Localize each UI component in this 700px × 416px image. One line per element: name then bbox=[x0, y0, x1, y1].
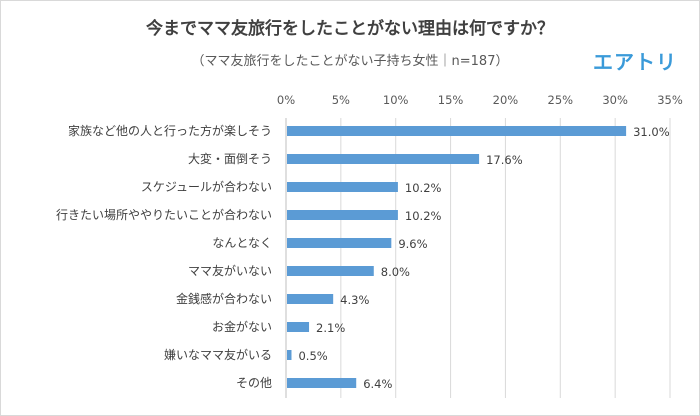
chart-title: 今までママ友旅行をしたことがない理由は何ですか？ bbox=[146, 19, 554, 39]
category-label: なんとなく bbox=[212, 236, 272, 250]
category-label: スケジュールが合わない bbox=[141, 179, 272, 194]
bar bbox=[287, 350, 292, 360]
value-label: 2.1% bbox=[316, 321, 345, 335]
bar bbox=[287, 126, 627, 136]
bar bbox=[287, 378, 357, 388]
value-label: 10.2% bbox=[405, 209, 442, 223]
value-labels: 31.0% 17.6% 10.2% 10.2% 9.6% 8.0% 4.3% 2.1% 0.5%… bbox=[298, 125, 669, 391]
gridlines bbox=[285, 118, 671, 398]
x-tick-label: 20% bbox=[493, 93, 519, 107]
value-label: 0.5% bbox=[298, 349, 327, 363]
chart-subtitle: （ママ友旅行をしたことがない子持ち女性｜n=187） bbox=[191, 54, 509, 69]
bar bbox=[287, 238, 392, 248]
x-tick-labels: 0% 5% 10% 15% 20% 25% 30% 35% bbox=[277, 93, 683, 107]
category-labels: 家族など他の人と行った方が楽しそう大変・面倒そうスケジュールが合わない行きたい場… bbox=[56, 123, 272, 390]
category-label: 金銭感が合わない bbox=[176, 291, 272, 306]
brand-logo: エアトリ bbox=[593, 50, 677, 74]
bar bbox=[287, 294, 334, 304]
category-label: 嫌いなママ友がいる bbox=[164, 347, 272, 362]
x-tick-label: 15% bbox=[438, 93, 464, 107]
bar bbox=[287, 154, 480, 164]
x-tick-label: 0% bbox=[277, 93, 295, 107]
value-label: 4.3% bbox=[340, 293, 369, 307]
x-tick-label: 5% bbox=[332, 93, 350, 107]
category-label: お金がない bbox=[212, 319, 272, 334]
bar bbox=[287, 266, 374, 276]
value-label: 8.0% bbox=[381, 265, 410, 279]
bars bbox=[287, 126, 627, 388]
category-label: 家族など他の人と行った方が楽しそう bbox=[68, 123, 272, 138]
value-label: 6.4% bbox=[363, 377, 392, 391]
category-label: 行きたい場所ややりたいことが合わない bbox=[56, 207, 272, 222]
bar bbox=[287, 322, 310, 332]
bar bbox=[287, 210, 398, 220]
value-label: 10.2% bbox=[405, 181, 442, 195]
x-tick-label: 35% bbox=[657, 93, 683, 107]
bar bbox=[287, 182, 398, 192]
category-label: その他 bbox=[236, 376, 272, 390]
x-tick-label: 25% bbox=[548, 93, 574, 107]
category-label: 大変・面倒そう bbox=[188, 151, 272, 166]
value-label: 9.6% bbox=[398, 237, 427, 251]
x-tick-label: 30% bbox=[602, 93, 628, 107]
value-label: 31.0% bbox=[633, 125, 670, 139]
category-label: ママ友がいない bbox=[188, 263, 272, 278]
x-tick-label: 10% bbox=[383, 93, 409, 107]
value-label: 17.6% bbox=[486, 153, 523, 167]
